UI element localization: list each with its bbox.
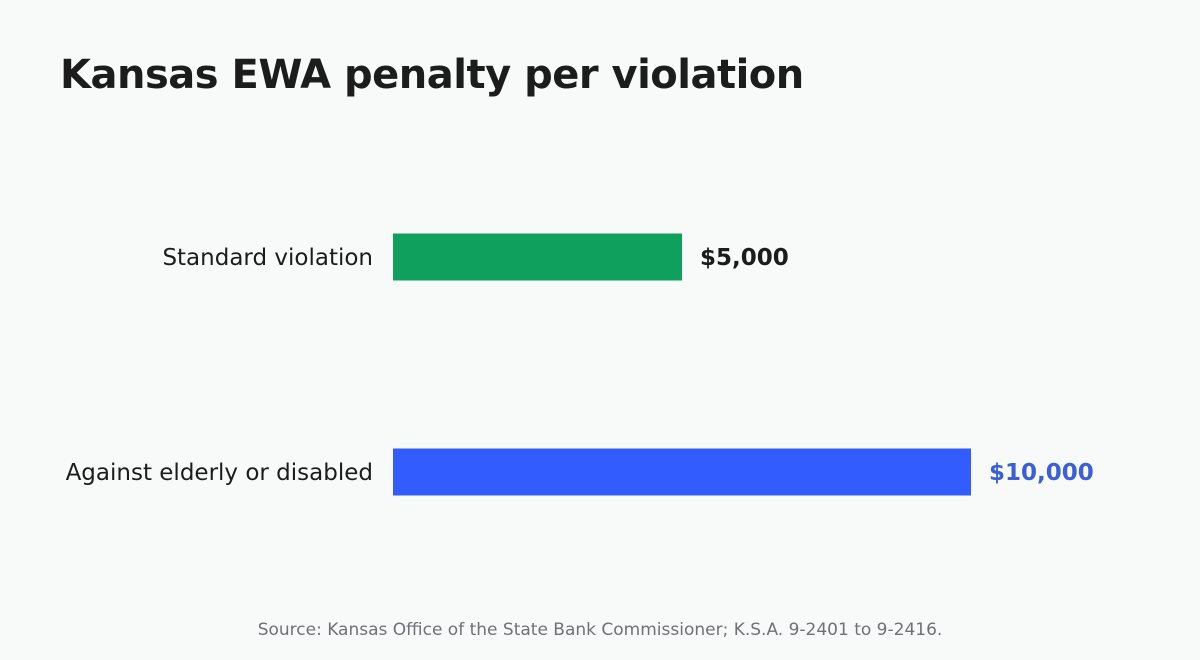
chart-title: Kansas EWA penalty per violation xyxy=(60,52,804,98)
value-label: $10,000 xyxy=(989,460,1094,486)
source-note: Source: Kansas Office of the State Bank … xyxy=(257,620,943,640)
value-label: $5,000 xyxy=(700,245,789,271)
bar xyxy=(393,448,971,496)
category-label: Standard violation xyxy=(162,245,373,271)
category-label: Against elderly or disabled xyxy=(66,460,373,486)
bar xyxy=(393,233,682,281)
